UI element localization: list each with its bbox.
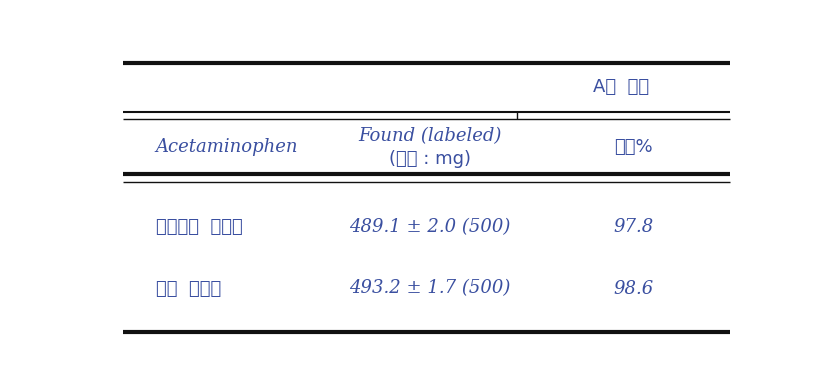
Text: A사  제품: A사 제품 (592, 78, 649, 96)
Text: Acetaminophen: Acetaminophen (156, 138, 298, 156)
Text: 97.8: 97.8 (613, 218, 654, 236)
Text: 98.6: 98.6 (613, 280, 654, 298)
Text: 그린  시험법: 그린 시험법 (156, 280, 221, 298)
Text: Found (labeled): Found (labeled) (358, 127, 501, 145)
Text: (단위 : mg): (단위 : mg) (389, 150, 471, 168)
Text: 489.1 ± 2.0 (500): 489.1 ± 2.0 (500) (350, 218, 511, 236)
Text: 함량%: 함량% (614, 138, 653, 156)
Text: 493.2 ± 1.7 (500): 493.2 ± 1.7 (500) (350, 280, 511, 298)
Text: 대한약전  시험법: 대한약전 시험법 (156, 218, 242, 236)
